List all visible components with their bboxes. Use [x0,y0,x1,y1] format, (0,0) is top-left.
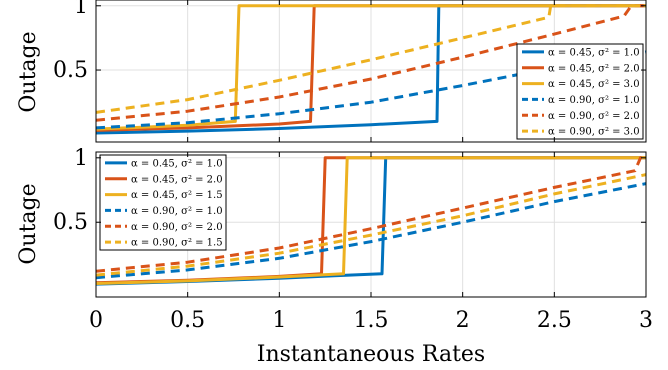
series-line-5 [96,4,646,122]
legend-entry-label: α = 0.90, σ² = 1.0 [131,206,223,217]
legend-box [516,43,644,140]
x-tick-label: 1 [272,308,286,333]
legend-entry-label: α = 0.90, σ² = 2.0 [548,111,640,122]
bottom-x-tick-labels: 0 0.5 1 1.5 2 2.5 3 [89,308,653,333]
y-tick-label: 0.5 [53,210,88,235]
top-y-tick-labels: 0.51 [53,0,88,83]
legend-entry-label: α = 0.90, σ² = 2.0 [131,222,223,233]
x-tick-label: 1.5 [354,308,389,333]
x-tick-label: 3 [639,308,653,333]
legend-box [99,154,227,251]
legend-entry-label: α = 0.45, σ² = 2.0 [548,63,640,74]
x-tick-label: 0.5 [170,308,205,333]
top-legend: α = 0.45, σ² = 1.0 α = 0.45, σ² = 2.0 α = … [516,43,644,140]
bottom-y-axis-label: Outage [16,183,41,264]
legend-entry-label: α = 0.45, σ² = 2.0 [131,174,223,185]
bottom-series-group [96,156,646,286]
series-line-5 [96,156,646,273]
legend-entry-label: α = 0.45, σ² = 3.0 [548,79,640,90]
series-line-4 [96,182,646,280]
top-y-axis-label: Outage [16,31,41,112]
top-panel: 0.51 Outage α = 0.45, σ² = 1.0α = 0.45, … [16,0,647,143]
series-line-6 [96,4,646,114]
series-line-4 [96,50,646,130]
top-series-group [96,4,646,135]
y-tick-label: 1 [74,0,88,19]
series-line-3 [96,156,646,285]
bottom-panel: 0.51 0 0.5 1 1.5 2 2.5 3 Outage Instantaneous … [16,146,653,367]
legend-entry-label: α = 0.90, σ² = 1.0 [548,95,640,106]
x-tick-label: 0 [89,308,103,333]
bottom-legend: α = 0.45, σ² = 1.0 α = 0.45, σ² = 2.0 α = … [99,154,227,251]
legend-entry-label: α = 0.90, σ² = 1.5 [131,238,223,249]
bottom-y-tick-labels: 0.51 [53,146,88,235]
x-tick-label: 2.5 [537,308,572,333]
legend-entry-label: α = 0.45, σ² = 1.0 [131,158,223,169]
series-line-3 [96,4,646,131]
legend-entry-label: α = 0.45, σ² = 1.0 [548,47,640,58]
y-tick-label: 0.5 [53,58,88,83]
series-line-6 [96,173,646,277]
x-tick-label: 2 [456,308,470,333]
legend-entry-label: α = 0.90, σ² = 3.0 [548,127,640,138]
x-axis-label: Instantaneous Rates [257,342,485,367]
legend-entry-label: α = 0.45, σ² = 1.5 [131,190,223,201]
y-tick-label: 1 [74,146,88,171]
